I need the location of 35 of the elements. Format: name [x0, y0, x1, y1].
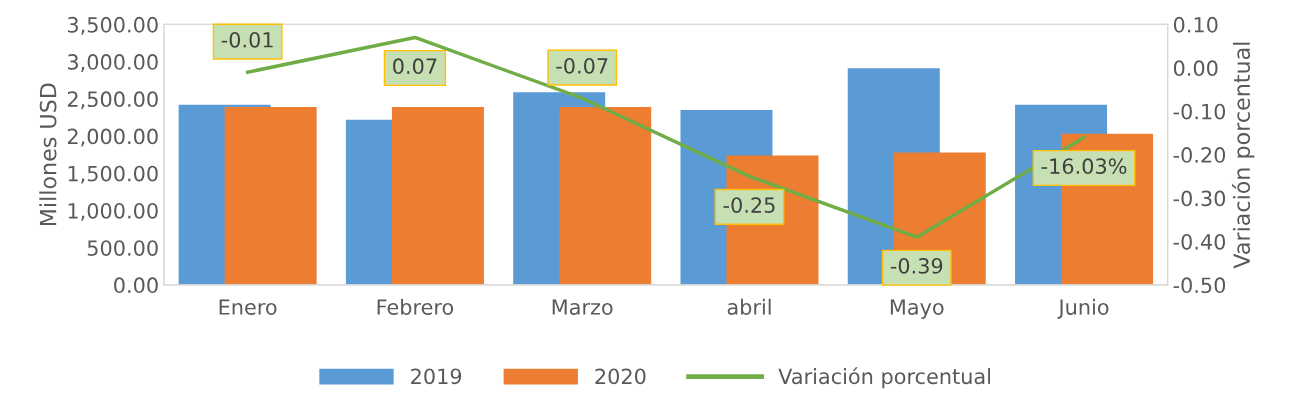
bar: [224, 107, 317, 285]
y2-tick-label: -0.50: [1173, 277, 1226, 294]
y2-tick-label: -0.10: [1173, 103, 1226, 120]
y-tick-label: 0.00: [114, 277, 158, 294]
data-label: -0.39: [890, 257, 943, 274]
y-tick-label: 3,000.00: [67, 54, 158, 72]
legend-label: 2020: [595, 368, 646, 385]
data-label: 0.07: [393, 58, 437, 75]
y-tick-label: 1,000.00: [68, 202, 158, 221]
data-label: -0.07: [556, 57, 608, 74]
x-tick-label: Junio: [1057, 298, 1109, 319]
legend-label: 2019: [411, 368, 462, 385]
y2-axis-title: Variación porcentual: [1232, 42, 1255, 269]
x-tick-label: Febrero: [377, 298, 454, 315]
bar: [391, 107, 484, 285]
y-tick-label: 3,500.00: [67, 16, 158, 35]
x-tick-label: Marzo: [552, 299, 613, 315]
x-tick-label: Enero: [219, 299, 277, 315]
data-label: -0.25: [723, 197, 775, 213]
y2-tick-label: -0.20: [1173, 147, 1226, 163]
x-tick-label: Mayo: [890, 299, 944, 319]
y-tick-label: 2,500.00: [67, 91, 158, 110]
y2-tick-label: 0.00: [1173, 60, 1218, 77]
data-label: -0.01: [221, 31, 273, 48]
y2-tick-label: 0.10: [1173, 16, 1218, 33]
x-tick-label: abril: [727, 298, 771, 315]
bar: [559, 107, 652, 285]
y-tick-label: 2,000.00: [67, 128, 158, 147]
data-label: -16.03%: [1041, 158, 1127, 175]
y2-tick-label: -0.30: [1173, 190, 1226, 207]
y2-tick-label: -0.40: [1173, 233, 1226, 250]
y-axis-title: Millones USD: [39, 83, 57, 226]
y-tick-label: 500.00: [87, 240, 158, 256]
y-tick-label: 1,500.00: [68, 165, 158, 184]
legend-label: Variación porcentual: [778, 367, 991, 389]
